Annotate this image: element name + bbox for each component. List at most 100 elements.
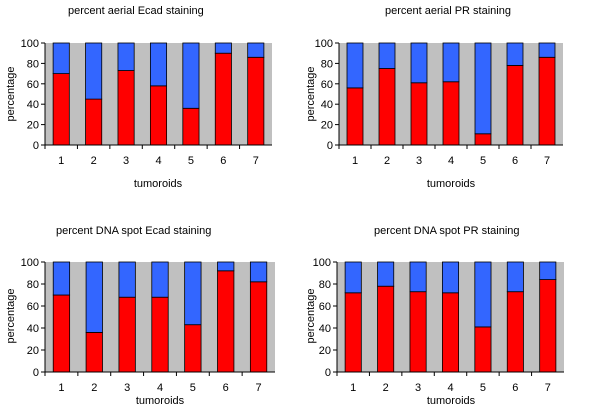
x-tick-label: 3 [416, 155, 422, 167]
bar-segment [442, 42, 460, 83]
bar-segment [377, 261, 395, 287]
bar-segment [377, 285, 395, 373]
bar-segment [52, 73, 70, 146]
bar-segment [409, 291, 427, 373]
y-tick-label: 100 [21, 38, 39, 50]
chart-title: percent aerial Ecad staining [68, 5, 204, 17]
bar-segment [247, 42, 265, 58]
bar-segment [214, 52, 232, 146]
bar-segment [474, 326, 492, 373]
bar-segment [474, 42, 492, 135]
chart-panel-3: 0 20 40 60 80 100 1 2 3 4 5 6 7 percent DNA spot Eca… [0, 206, 300, 412]
chart-svg-2: 0 20 40 60 80 100 1 2 3 4 5 6 7 percent aerial PR st… [305, 5, 563, 190]
bar-segment [118, 261, 136, 298]
bar-segment [344, 261, 362, 294]
bar-segment [217, 270, 235, 373]
y-tick-label: 20 [321, 120, 333, 132]
bar-segment [249, 281, 268, 373]
bar-segment [539, 279, 557, 373]
bar-segment [441, 292, 460, 373]
y-tick-label: 100 [313, 257, 331, 269]
x-tick-label: 2 [383, 382, 389, 394]
x-tick-label: 7 [544, 155, 550, 167]
bar-segment [85, 261, 103, 333]
y-tick-label: 20 [27, 120, 39, 132]
y-tick-label: 80 [319, 279, 331, 291]
x-tick-label: 2 [91, 382, 97, 394]
x-tick-label: 6 [512, 382, 518, 394]
y-axis-label: percentage [5, 66, 17, 121]
chart-svg-1: 0 20 40 60 80 100 1 2 3 4 5 6 7 percent aerial Ecad … [5, 5, 272, 190]
x-tick-label: 3 [415, 382, 421, 394]
bar-segment [538, 56, 556, 146]
y-tick-label: 80 [321, 58, 333, 70]
x-tick-label: 3 [124, 382, 130, 394]
bar-segment [217, 261, 235, 272]
y-axis-label: percentage [305, 288, 317, 343]
y-tick-label: 100 [315, 38, 333, 50]
chart-title: percent DNA spot PR staining [374, 225, 520, 237]
x-tick-label: 1 [350, 382, 356, 394]
plot-group: 0 20 40 60 80 100 1 2 3 4 5 6 7 [315, 38, 563, 167]
bar-segment [346, 42, 364, 89]
y-tick-label: 80 [27, 58, 39, 70]
bar-segment [52, 261, 71, 296]
x-tick-label: 4 [155, 155, 161, 167]
bar-segment [506, 42, 524, 66]
bar-segment [151, 296, 169, 373]
bar-segment [346, 87, 364, 146]
bar-segment [506, 261, 524, 293]
chart-svg-4: 0 20 40 60 80 100 1 2 3 4 5 6 7 percent DNA spot PR … [305, 225, 564, 407]
bar-segment [441, 261, 460, 294]
plot-group: 0 20 40 60 80 100 1 2 3 4 5 6 7 [313, 257, 564, 394]
bar-segment [474, 133, 492, 146]
x-axis-label: tumoroids [134, 178, 183, 190]
y-tick-label: 20 [27, 345, 39, 357]
x-tick-label: 2 [91, 155, 97, 167]
bar-segment [52, 294, 71, 373]
bar-segment [52, 42, 70, 75]
chart-panel-1: 0 20 40 60 80 100 1 2 3 4 5 6 7 percent aerial Ecad … [0, 0, 300, 206]
y-axis-label: percentage [305, 66, 317, 121]
bar-segment [184, 261, 202, 326]
bar-segment [247, 56, 265, 146]
bar-segment [117, 42, 135, 71]
x-tick-label: 5 [480, 155, 486, 167]
bar-segment [409, 261, 427, 293]
y-tick-label: 0 [33, 140, 39, 152]
y-tick-label: 100 [21, 257, 39, 269]
bar-segment [85, 42, 103, 100]
y-tick-label: 60 [27, 79, 39, 91]
y-tick-label: 40 [27, 323, 39, 335]
bar-segment [344, 292, 362, 373]
bar-segment [378, 42, 396, 69]
x-tick-label: 6 [223, 382, 229, 394]
bar-segment [117, 70, 135, 146]
x-axis-label: tumoroids [136, 395, 185, 407]
bar-segment [506, 291, 524, 373]
y-tick-label: 60 [27, 301, 39, 313]
x-tick-label: 3 [123, 155, 129, 167]
x-axis-label: tumoroids [427, 178, 476, 190]
x-tick-label: 7 [545, 382, 551, 394]
bar-segment [249, 261, 268, 283]
bar-segment [151, 261, 169, 298]
y-tick-label: 40 [321, 99, 333, 111]
x-tick-label: 7 [253, 155, 259, 167]
x-tick-label: 4 [448, 155, 454, 167]
y-tick-label: 0 [327, 140, 333, 152]
x-tick-label: 1 [58, 155, 64, 167]
x-tick-label: 5 [188, 155, 194, 167]
x-tick-label: 2 [384, 155, 390, 167]
chart-svg-3: 0 20 40 60 80 100 1 2 3 4 5 6 7 percent DNA spot Eca… [5, 225, 275, 407]
y-axis-label: percentage [5, 288, 17, 343]
chart-title: percent aerial PR staining [385, 5, 511, 17]
x-tick-label: 4 [157, 382, 163, 394]
bar-segment [85, 332, 103, 373]
x-tick-label: 6 [220, 155, 226, 167]
plot-group: 0 20 40 60 80 100 1 2 3 4 5 6 7 [21, 257, 275, 394]
bar-segment [184, 324, 202, 373]
x-tick-label: 6 [512, 155, 518, 167]
x-tick-label: 5 [480, 382, 486, 394]
y-tick-label: 60 [321, 79, 333, 91]
